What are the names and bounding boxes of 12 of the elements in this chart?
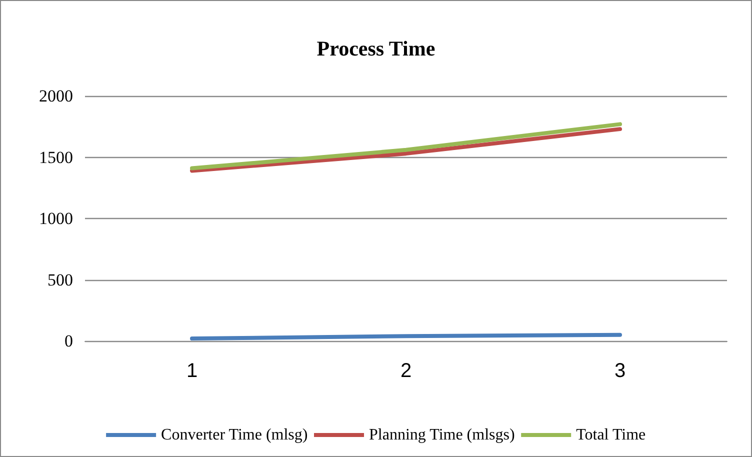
y-tick-label: 0 bbox=[64, 332, 73, 350]
x-tick-label: 3 bbox=[614, 360, 626, 382]
x-tick-label: 2 bbox=[400, 360, 412, 382]
chart-title: Process Time bbox=[316, 36, 436, 60]
y-tick-label: 2000 bbox=[39, 86, 73, 106]
y-tick-label: 1000 bbox=[39, 209, 73, 228]
x-tick-label: 1 bbox=[186, 360, 198, 382]
y-tick-label: 1500 bbox=[39, 148, 73, 167]
legend-label: Total Time bbox=[576, 426, 646, 444]
legend-label: Planning Time (mlsgs) bbox=[369, 426, 515, 444]
legend-label: Converter Time (mlsg) bbox=[161, 426, 308, 444]
y-tick-label: 500 bbox=[48, 270, 73, 290]
